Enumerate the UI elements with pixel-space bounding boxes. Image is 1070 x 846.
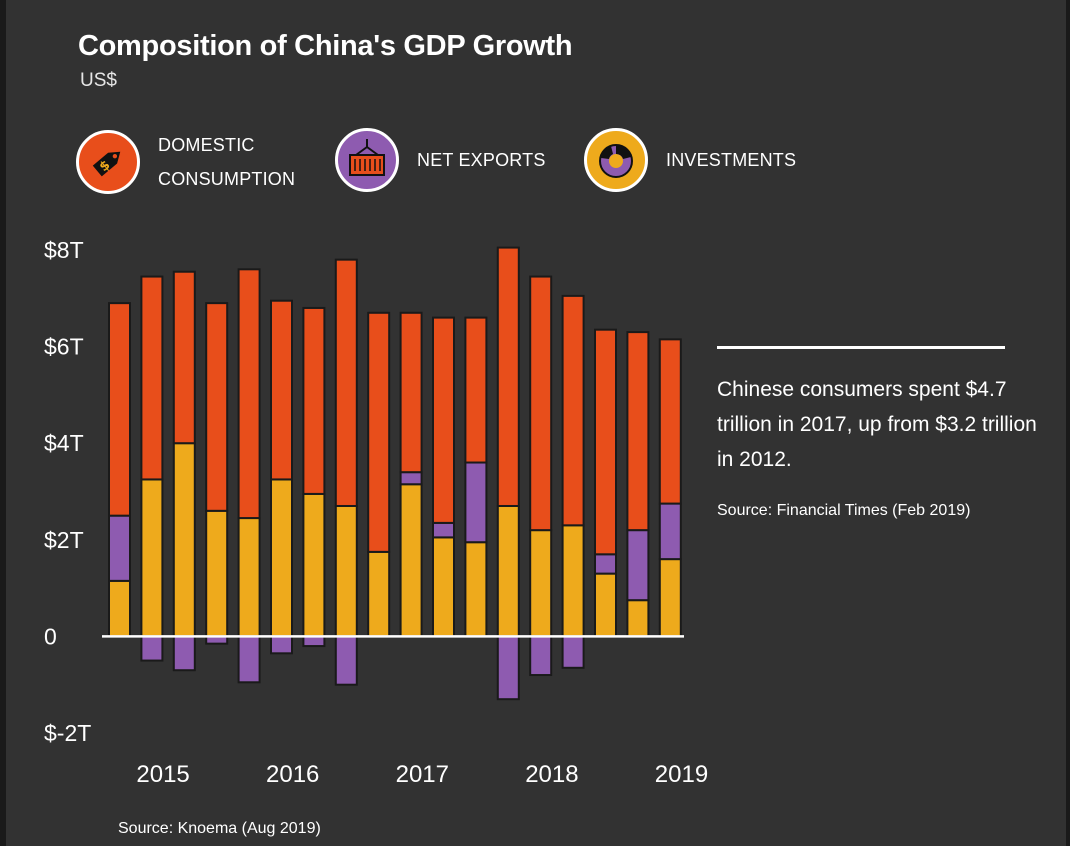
bar-consumption-9 bbox=[399, 311, 423, 474]
bar-net-exports-16 bbox=[626, 529, 650, 602]
bar-investments-12 bbox=[496, 504, 520, 638]
bar-investments-6 bbox=[302, 492, 326, 638]
bar-investments-4 bbox=[237, 517, 261, 638]
price-tag-icon: $ bbox=[76, 130, 140, 194]
bar-net-exports-11 bbox=[464, 461, 488, 544]
bar-investments-8 bbox=[367, 550, 391, 638]
legend-label-line1: INVESTMENTS bbox=[666, 150, 797, 170]
annotation-source: Source: Financial Times (Feb 2019) bbox=[717, 502, 971, 519]
bar-consumption-3 bbox=[205, 302, 229, 512]
x-tick-label: 2019 bbox=[655, 761, 708, 788]
bar-consumption-6 bbox=[302, 306, 326, 495]
bar-investments-9 bbox=[399, 483, 423, 638]
bar-investments-7 bbox=[334, 504, 358, 638]
pie-chart-icon bbox=[584, 128, 648, 192]
legend-label-line2: CONSUMPTION bbox=[158, 169, 296, 189]
legend-item-domestic-consumption: $ DOMESTIC CONSUMPTION bbox=[76, 128, 295, 196]
bar-net-exports-5 bbox=[270, 635, 293, 655]
chart-source: Source: Knoema (Aug 2019) bbox=[118, 820, 321, 837]
y-tick-label: $-2T bbox=[44, 720, 91, 746]
y-tick-label: $2T bbox=[44, 527, 84, 553]
y-tick-label: 0 bbox=[44, 623, 57, 649]
legend-item-net-exports: NET EXPORTS bbox=[335, 128, 546, 192]
y-tick-label: $4T bbox=[44, 430, 84, 456]
bar-net-exports-4 bbox=[237, 635, 261, 684]
bar-investments-14 bbox=[561, 524, 585, 638]
annotation-text: Chinese consumers spent $4.7 trillion in… bbox=[717, 378, 1037, 471]
bar-net-exports-10 bbox=[432, 521, 455, 539]
legend-label-domestic-consumption: DOMESTIC CONSUMPTION bbox=[158, 128, 295, 196]
bar-net-exports-6 bbox=[302, 635, 326, 648]
bar-net-exports-14 bbox=[561, 635, 585, 669]
bar-consumption-16 bbox=[626, 331, 650, 532]
bar-investments-11 bbox=[464, 541, 488, 638]
bar-net-exports-2 bbox=[172, 635, 196, 672]
x-tick-label: 2017 bbox=[396, 761, 449, 788]
legend-label-investments: INVESTMENTS bbox=[666, 143, 796, 177]
bar-consumption-0 bbox=[108, 302, 131, 517]
bar-net-exports-13 bbox=[529, 635, 553, 677]
bar-investments-1 bbox=[140, 478, 164, 638]
y-tick-labels: $8T $6T $4T $2T 0 $-2T bbox=[44, 237, 91, 746]
right-border bbox=[1066, 0, 1070, 846]
bar-consumption-8 bbox=[367, 311, 391, 553]
bar-net-exports-9 bbox=[399, 471, 423, 486]
x-tick-labels: 2015 2016 2017 2018 2019 bbox=[136, 761, 708, 788]
annotation-rule bbox=[717, 346, 1005, 349]
bar-net-exports-7 bbox=[334, 635, 358, 686]
chart-title: Composition of China's GDP Growth bbox=[78, 30, 573, 62]
bars-group bbox=[108, 246, 682, 701]
legend-label-net-exports: NET EXPORTS bbox=[417, 143, 546, 177]
legend-label-line1: NET EXPORTS bbox=[417, 150, 546, 170]
bar-consumption-7 bbox=[334, 258, 358, 507]
bar-net-exports-0 bbox=[108, 514, 131, 582]
bar-investments-5 bbox=[270, 478, 293, 638]
x-tick-label: 2016 bbox=[266, 761, 319, 788]
bar-investments-13 bbox=[529, 529, 553, 638]
bar-consumption-14 bbox=[561, 294, 585, 527]
y-tick-label: $6T bbox=[44, 334, 84, 360]
bar-investments-15 bbox=[594, 572, 617, 638]
y-tick-label: $8T bbox=[44, 237, 84, 263]
x-tick-label: 2018 bbox=[525, 761, 578, 788]
bar-net-exports-12 bbox=[496, 635, 520, 701]
bar-net-exports-1 bbox=[140, 635, 164, 662]
bar-investments-0 bbox=[108, 579, 131, 638]
bar-consumption-4 bbox=[237, 268, 261, 520]
bar-consumption-17 bbox=[658, 338, 682, 505]
bar-net-exports-15 bbox=[594, 553, 617, 575]
bar-investments-10 bbox=[432, 536, 455, 638]
bar-net-exports-17 bbox=[658, 502, 682, 561]
shipping-container-icon bbox=[335, 128, 399, 192]
bar-investments-2 bbox=[172, 442, 196, 638]
bar-consumption-13 bbox=[529, 275, 553, 532]
bar-investments-3 bbox=[205, 509, 229, 638]
bar-consumption-12 bbox=[496, 246, 520, 507]
bar-investments-17 bbox=[658, 558, 682, 638]
bar-consumption-2 bbox=[172, 270, 196, 445]
legend-item-investments: INVESTMENTS bbox=[584, 128, 796, 192]
x-tick-label: 2015 bbox=[136, 761, 189, 788]
bar-consumption-5 bbox=[270, 299, 293, 481]
bar-consumption-11 bbox=[464, 316, 488, 464]
left-border bbox=[0, 0, 6, 846]
chart-subtitle: US$ bbox=[80, 70, 117, 91]
bar-consumption-15 bbox=[594, 328, 617, 556]
bar-consumption-10 bbox=[432, 316, 455, 524]
legend-label-line1: DOMESTIC bbox=[158, 135, 255, 155]
bar-consumption-1 bbox=[140, 275, 164, 481]
bar-investments-16 bbox=[626, 599, 650, 638]
